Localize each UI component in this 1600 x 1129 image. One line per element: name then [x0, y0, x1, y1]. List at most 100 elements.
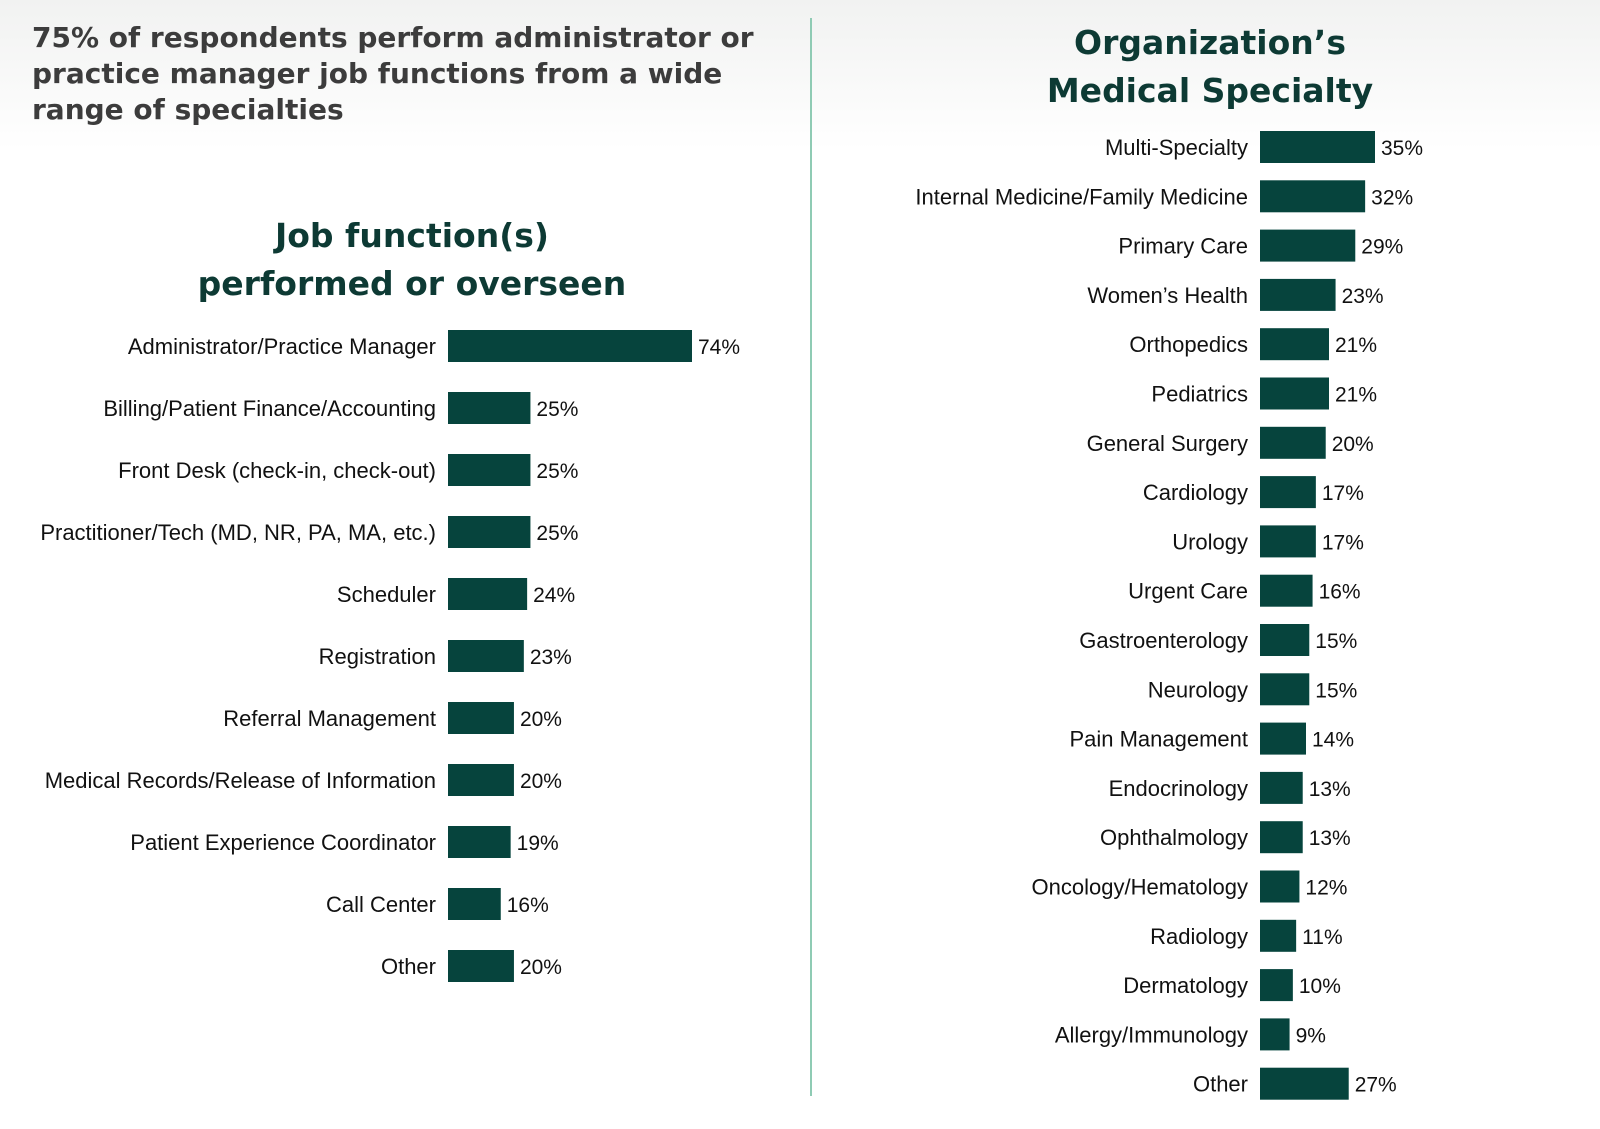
- chart-title-job-functions: Job function(s) performed or overseen: [162, 212, 662, 308]
- bar: [1260, 278, 1336, 311]
- bar: [1260, 821, 1303, 854]
- value-label: 21%: [1335, 384, 1377, 407]
- panel-divider: [810, 18, 812, 1096]
- category-label: Urology: [1172, 529, 1248, 554]
- value-label: 25%: [536, 460, 578, 483]
- category-label: Medical Records/Release of Information: [45, 768, 436, 793]
- value-label: 29%: [1361, 236, 1403, 259]
- chart-title-line: Organization’s: [1074, 23, 1346, 62]
- category-label: Gastroenterology: [1079, 628, 1248, 653]
- category-label: Primary Care: [1118, 234, 1248, 259]
- value-label: 12%: [1305, 877, 1347, 900]
- category-label: Referral Management: [223, 706, 436, 731]
- bar: [1260, 131, 1375, 163]
- bar: [448, 578, 528, 610]
- category-label: Oncology/Hematology: [1032, 875, 1248, 900]
- category-label: Neurology: [1148, 677, 1248, 702]
- category-label: Other: [1193, 1072, 1248, 1097]
- bar: [448, 950, 514, 982]
- job-functions-bar-chart: Administrator/Practice Manager 74% Billing…: [40, 330, 740, 982]
- bar: [448, 330, 692, 362]
- value-label: 15%: [1315, 630, 1357, 653]
- bar: [448, 392, 531, 424]
- category-label: Front Desk (check-in, check-out): [118, 458, 436, 483]
- headline: 75% of respondents perform administrator…: [32, 21, 754, 126]
- value-label: 32%: [1371, 186, 1413, 209]
- category-label: Women’s Health: [1087, 283, 1248, 308]
- value-label: 17%: [1322, 531, 1364, 554]
- bar: [1260, 673, 1310, 706]
- value-label: 17%: [1322, 482, 1364, 505]
- value-label: 9%: [1296, 1024, 1326, 1047]
- bar: [1260, 180, 1366, 213]
- value-label: 10%: [1299, 975, 1341, 998]
- value-label: 13%: [1309, 778, 1351, 801]
- bar: [448, 516, 531, 548]
- bar: [1260, 624, 1310, 656]
- category-label: Ophthalmology: [1100, 825, 1248, 850]
- category-label: Endocrinology: [1109, 776, 1248, 801]
- bar: [448, 826, 511, 858]
- bar: [448, 764, 514, 796]
- value-label: 24%: [533, 584, 575, 607]
- bar: [1260, 426, 1326, 459]
- bar: [448, 888, 501, 920]
- category-label: Pediatrics: [1151, 382, 1248, 407]
- category-label: Dermatology: [1123, 973, 1248, 998]
- category-label: Radiology: [1150, 924, 1248, 949]
- category-label: Patient Experience Coordinator: [130, 830, 436, 855]
- category-label: Urgent Care: [1128, 579, 1248, 604]
- bar: [1260, 969, 1293, 1002]
- bar: [1260, 229, 1356, 262]
- value-label: 20%: [520, 956, 562, 979]
- chart-title-line: performed or overseen: [197, 264, 627, 303]
- value-label: 23%: [530, 646, 572, 669]
- category-label: Allergy/Immunology: [1055, 1022, 1248, 1047]
- bar: [1260, 1067, 1349, 1100]
- category-label: Call Center: [326, 892, 436, 917]
- bar: [1260, 771, 1303, 804]
- bar: [1260, 722, 1306, 755]
- category-label: Administrator/Practice Manager: [128, 334, 436, 359]
- category-label: General Surgery: [1087, 431, 1248, 456]
- value-label: 20%: [520, 770, 562, 793]
- bar: [1260, 328, 1329, 361]
- bar: [448, 640, 524, 672]
- bar: [448, 454, 531, 486]
- value-label: 25%: [536, 522, 578, 545]
- bar: [1260, 919, 1297, 952]
- value-label: 19%: [517, 832, 559, 855]
- value-label: 16%: [1319, 581, 1361, 604]
- chart-title-line: Medical Specialty: [1046, 71, 1374, 110]
- category-label: Internal Medicine/Family Medicine: [915, 184, 1248, 209]
- bar: [448, 702, 514, 734]
- category-label: Registration: [319, 644, 436, 669]
- category-label: Orthopedics: [1129, 332, 1248, 357]
- value-label: 20%: [1332, 433, 1374, 456]
- category-label: Billing/Patient Finance/Accounting: [103, 396, 436, 421]
- value-label: 23%: [1342, 285, 1384, 308]
- category-label: Other: [381, 954, 436, 979]
- value-label: 35%: [1381, 137, 1423, 160]
- value-label: 74%: [698, 336, 740, 359]
- category-label: Scheduler: [337, 582, 436, 607]
- value-label: 21%: [1335, 334, 1377, 357]
- value-label: 11%: [1302, 926, 1342, 949]
- category-label: Cardiology: [1143, 480, 1248, 505]
- value-label: 27%: [1355, 1074, 1397, 1097]
- bar: [1260, 574, 1313, 607]
- value-label: 25%: [536, 398, 578, 421]
- bar: [1260, 1018, 1290, 1051]
- value-label: 13%: [1309, 827, 1351, 850]
- category-label: Pain Management: [1069, 727, 1248, 752]
- bar: [1260, 870, 1300, 903]
- category-label: Practitioner/Tech (MD, NR, PA, MA, etc.): [40, 520, 436, 545]
- chart-title-line: Job function(s): [274, 216, 550, 255]
- bar: [1260, 476, 1316, 509]
- value-label: 14%: [1312, 729, 1354, 752]
- value-label: 15%: [1315, 679, 1357, 702]
- bar: [1260, 377, 1329, 410]
- value-label: 16%: [507, 894, 549, 917]
- bar: [1260, 525, 1316, 558]
